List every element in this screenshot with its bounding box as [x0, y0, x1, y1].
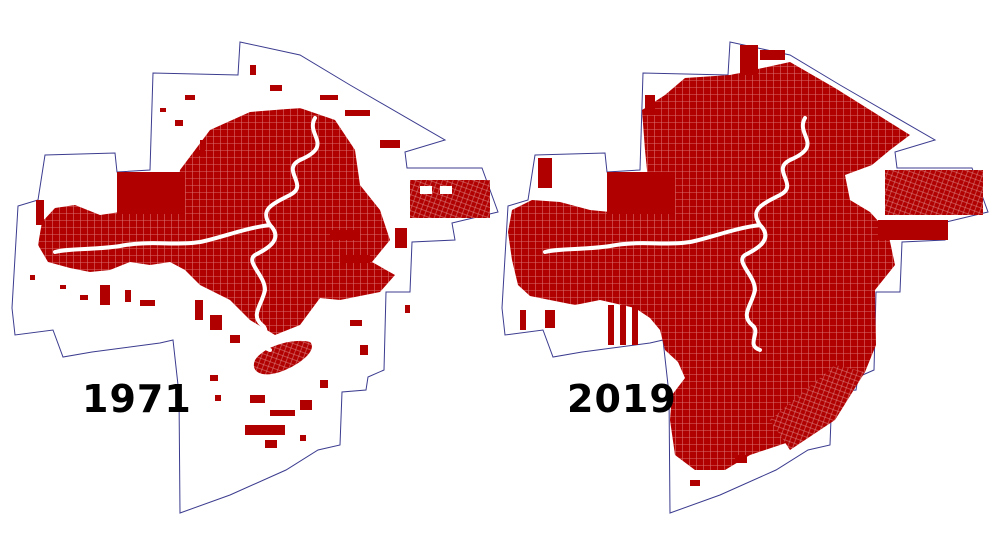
map-1971 — [11, 41, 499, 514]
urban-core — [508, 62, 910, 470]
year-label-2019: 2019 — [567, 377, 677, 421]
east-suburb — [885, 170, 983, 215]
urban-core — [38, 108, 395, 335]
south-developments — [520, 45, 785, 486]
scattered-developments — [30, 65, 410, 448]
year-label-1971: 1971 — [82, 377, 192, 421]
east-suburb — [410, 180, 490, 218]
industrial-block — [117, 172, 185, 214]
south-subdivision — [770, 365, 865, 450]
map-2019 — [501, 41, 989, 514]
industrial-block — [607, 172, 675, 214]
